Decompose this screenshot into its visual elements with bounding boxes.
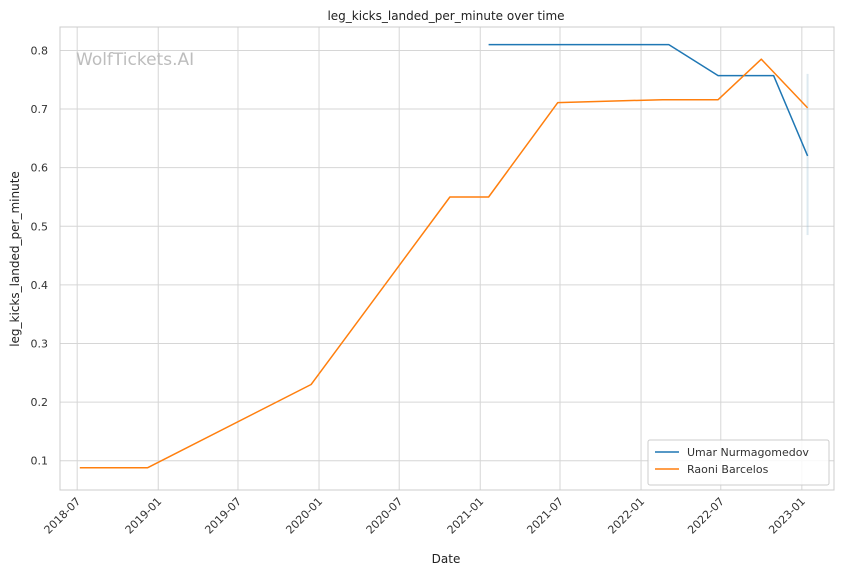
x-tick-label: 2020-01 — [283, 495, 325, 537]
x-tick-label: 2021-07 — [524, 495, 566, 537]
y-tick-label: 0.1 — [31, 455, 49, 468]
watermark: WolfTickets.AI — [76, 50, 194, 70]
series-lines — [79, 43, 809, 469]
x-tick-label: 2021-01 — [445, 495, 487, 537]
y-tick-label: 0.2 — [31, 396, 49, 409]
legend: Umar Nurmagomedov Raoni Barcelos — [647, 439, 830, 486]
series-line-raoni-barcelos — [79, 58, 809, 469]
legend-label: Umar Nurmagomedov — [687, 446, 809, 459]
x-tick-label: 2018-07 — [42, 495, 84, 537]
x-tick-label: 2020-07 — [364, 495, 406, 537]
y-tick-label: 0.7 — [31, 103, 49, 116]
plot-frame — [59, 26, 835, 491]
chart-title: leg_kicks_landed_per_minute over time — [327, 9, 564, 23]
x-tick-label: 2019-07 — [202, 495, 244, 537]
x-tick-label: 2023-01 — [766, 495, 808, 537]
legend-box — [647, 439, 830, 486]
series-line-umar-nurmagomedov — [488, 43, 809, 157]
legend-label: Raoni Barcelos — [687, 463, 769, 476]
grid — [60, 27, 834, 490]
y-tick-label: 0.5 — [31, 220, 49, 233]
y-axis-ticks: 0.1 0.2 0.3 0.4 0.5 0.6 0.7 0.8 — [31, 44, 49, 467]
x-axis-ticks: 2018-07 2019-01 2019-07 2020-01 2020-07 2021-… — [42, 495, 808, 537]
x-tick-label: 2019-01 — [123, 495, 165, 537]
y-tick-label: 0.8 — [31, 44, 49, 57]
x-tick-label: 2022-01 — [605, 495, 647, 537]
y-tick-label: 0.4 — [31, 279, 49, 292]
x-tick-label: 2022-07 — [685, 495, 727, 537]
y-tick-label: 0.6 — [31, 162, 49, 175]
y-axis-label: leg_kicks_landed_per_minute — [8, 171, 22, 347]
y-tick-label: 0.3 — [31, 337, 49, 350]
x-axis-label: Date — [432, 552, 461, 566]
